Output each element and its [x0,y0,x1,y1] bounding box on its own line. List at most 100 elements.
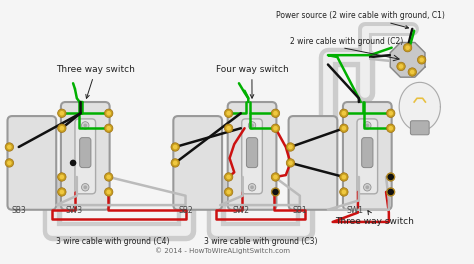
FancyBboxPatch shape [228,102,276,210]
Circle shape [408,68,417,76]
Circle shape [173,145,178,149]
FancyBboxPatch shape [242,119,263,194]
Circle shape [250,185,254,189]
Circle shape [365,185,369,189]
Text: 2 wire cable with ground (C2): 2 wire cable with ground (C2) [291,37,404,46]
Circle shape [58,124,66,133]
Circle shape [273,175,278,179]
Text: SB3: SB3 [11,206,26,215]
Circle shape [386,109,395,117]
Circle shape [364,183,371,191]
Circle shape [171,143,180,151]
Circle shape [342,126,346,131]
Circle shape [106,126,111,131]
Circle shape [273,190,278,194]
Circle shape [60,126,64,131]
FancyBboxPatch shape [61,102,109,210]
Circle shape [388,190,393,194]
Circle shape [82,122,89,129]
Text: © 2014 - HowToWireALightSwitch.com: © 2014 - HowToWireALightSwitch.com [155,247,290,254]
Circle shape [58,188,66,196]
Circle shape [388,175,393,179]
Circle shape [250,124,254,127]
Circle shape [248,122,256,129]
Circle shape [399,64,403,69]
Circle shape [410,70,415,74]
Polygon shape [399,82,440,131]
Circle shape [340,188,348,196]
Text: SW2: SW2 [232,206,249,215]
Circle shape [387,174,394,180]
Polygon shape [390,43,425,77]
Circle shape [83,185,87,189]
Circle shape [272,189,279,195]
Circle shape [58,173,66,181]
Circle shape [342,190,346,194]
Text: 3 wire cable with ground (C4): 3 wire cable with ground (C4) [56,237,170,246]
Circle shape [286,143,295,151]
Text: SB1: SB1 [292,206,307,215]
FancyBboxPatch shape [75,119,96,194]
Circle shape [5,143,14,151]
Circle shape [403,44,412,52]
Circle shape [104,173,113,181]
Text: SW3: SW3 [65,206,83,215]
Text: Four way switch: Four way switch [216,65,288,98]
Circle shape [60,175,64,179]
Circle shape [271,124,280,133]
Circle shape [5,159,14,167]
Circle shape [224,173,233,181]
Circle shape [7,161,12,165]
Circle shape [224,109,233,117]
Circle shape [224,188,233,196]
Circle shape [288,145,293,149]
Circle shape [387,189,394,195]
Circle shape [388,126,393,131]
Circle shape [342,111,346,116]
Circle shape [271,173,280,181]
FancyBboxPatch shape [357,119,378,194]
Circle shape [364,122,371,129]
Circle shape [365,124,369,127]
Text: Three way switch: Three way switch [56,65,135,98]
Circle shape [226,190,231,194]
Circle shape [82,183,89,191]
Circle shape [271,188,280,196]
Circle shape [106,175,111,179]
Text: 3 wire cable with ground (C3): 3 wire cable with ground (C3) [204,237,318,246]
Circle shape [226,126,231,131]
Circle shape [226,111,231,116]
FancyBboxPatch shape [80,138,91,168]
Circle shape [273,126,278,131]
Circle shape [248,183,256,191]
Circle shape [342,175,346,179]
Circle shape [286,159,295,167]
FancyBboxPatch shape [343,102,392,210]
Text: Three way switch: Three way switch [336,211,414,226]
FancyBboxPatch shape [8,116,56,210]
Circle shape [226,175,231,179]
Circle shape [83,124,87,127]
Circle shape [386,173,395,181]
Circle shape [405,45,410,50]
Circle shape [397,62,405,71]
Circle shape [419,58,424,62]
Circle shape [386,188,395,196]
Circle shape [104,109,113,117]
Circle shape [271,109,280,117]
FancyBboxPatch shape [173,116,222,210]
Circle shape [340,124,348,133]
Circle shape [173,161,178,165]
Circle shape [388,111,393,116]
FancyBboxPatch shape [362,138,373,168]
Circle shape [104,188,113,196]
Circle shape [340,173,348,181]
Circle shape [60,111,64,116]
Circle shape [60,190,64,194]
Circle shape [288,161,293,165]
Circle shape [106,111,111,116]
FancyBboxPatch shape [410,121,429,135]
Circle shape [273,111,278,116]
Circle shape [386,124,395,133]
Circle shape [70,160,76,166]
